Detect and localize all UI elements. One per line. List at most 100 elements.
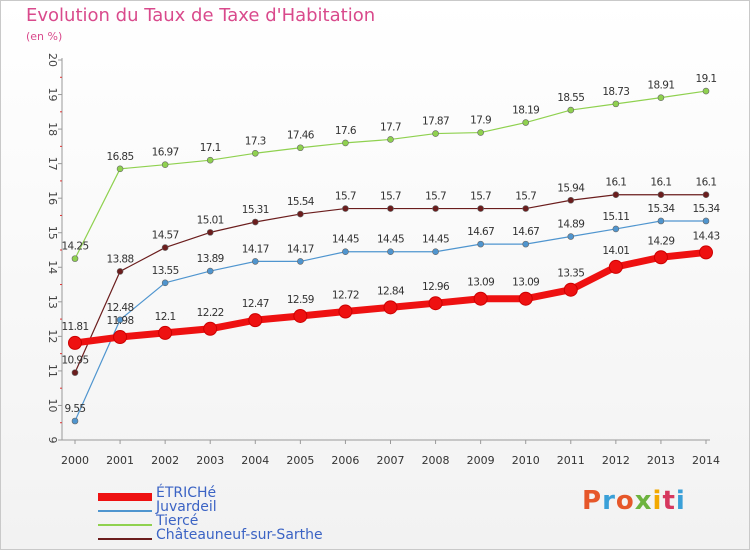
series-2-point [342, 248, 349, 256]
series-3-point [338, 304, 353, 319]
series-3-point [68, 335, 82, 350]
series-3-point [383, 300, 398, 315]
series-1-point [477, 205, 484, 212]
series-2-point [161, 279, 169, 287]
series-0-data-label: 17.3 [245, 135, 266, 147]
series-2-point [522, 240, 530, 248]
series-3-data-label: 12.1 [155, 311, 176, 323]
legend-swatch-juvardeil [98, 510, 152, 512]
x-tick-label-2012: 2012 [602, 454, 630, 467]
y-tick-label-11: 11 [46, 364, 59, 378]
series-3-point [203, 321, 218, 336]
logo-letter: P [582, 486, 603, 516]
series-3-point [293, 308, 308, 323]
series-2-data-label: 13.55 [152, 265, 179, 277]
series-3-point [158, 325, 173, 340]
x-tick-label-2001: 2001 [106, 454, 134, 467]
series-2-data-label: 14.17 [242, 243, 269, 255]
series-1-data-label: 15.01 [197, 214, 224, 226]
x-tick-label-2010: 2010 [512, 454, 540, 467]
series-0-point [116, 165, 124, 173]
legend-label-juvardeil: Juvardeil [156, 499, 217, 515]
series-2-point [251, 258, 259, 265]
logo-letter: i [652, 486, 663, 516]
series-2-data-label: 14.89 [557, 219, 584, 231]
chart-title: Evolution du Taux de Taxe d'Habitation [26, 5, 376, 26]
series-2-point [206, 267, 214, 275]
x-tick-label-2000: 2000 [61, 454, 89, 467]
series-0-data-label: 16.85 [107, 151, 134, 163]
y-tick-label-19: 19 [46, 88, 59, 102]
x-tick-label-2004: 2004 [241, 454, 269, 467]
series-2-data-label: 14.17 [287, 243, 314, 255]
x-tick-label-2006: 2006 [331, 454, 359, 467]
y-tick-label-14: 14 [46, 260, 59, 274]
x-tick-label-2002: 2002 [151, 454, 179, 467]
series-2-point [477, 240, 484, 248]
series-3-data-label: 12.84 [377, 285, 405, 297]
x-tick-label-2003: 2003 [196, 454, 224, 467]
series-1-data-label: 15.7 [335, 191, 356, 203]
series-1-point [522, 205, 530, 212]
series-2-data-label: 15.34 [647, 203, 675, 215]
series-2-data-label: 12.48 [107, 302, 134, 314]
series-0-point [612, 100, 620, 108]
y-tick-label-16: 16 [46, 191, 59, 205]
series-1-point [251, 218, 259, 226]
series-3-point [563, 282, 578, 297]
series-3-point [248, 313, 263, 328]
series-0-point [522, 119, 530, 126]
series-0-data-label: 17.6 [335, 125, 357, 137]
x-tick-label-2011: 2011 [557, 454, 585, 467]
series-2-point [567, 233, 575, 240]
series-1-data-label: 15.7 [515, 191, 536, 203]
series-2-point [116, 316, 124, 324]
series-0-data-label: 18.19 [512, 105, 539, 117]
x-tick-label-2009: 2009 [467, 454, 495, 467]
series-1-point [567, 196, 575, 204]
series-3-point [113, 330, 128, 345]
series-1-data-label: 15.7 [425, 191, 446, 203]
legend-label-etriche: ÉTRICHé [156, 485, 217, 501]
series-1-data-label: 15.7 [380, 191, 401, 203]
series-0-point [342, 139, 349, 147]
series-1-data-label: 16.1 [605, 177, 626, 189]
series-2-point [432, 248, 439, 256]
series-2-data-label: 14.45 [422, 234, 449, 246]
series-0-point [657, 94, 665, 101]
series-2-data-label: 15.34 [692, 203, 720, 215]
series-1-data-label: 14.57 [152, 230, 179, 242]
logo-letter: o [615, 486, 635, 516]
series-2-data-label: 14.45 [377, 234, 404, 246]
series-1-data-label: 13.88 [107, 253, 134, 265]
series-1-data-label: 16.1 [696, 177, 717, 189]
series-2-data-label: 14.45 [332, 234, 359, 246]
legend-swatch-etriche [98, 493, 152, 501]
series-2-point [71, 417, 79, 425]
series-3-point [473, 291, 488, 306]
series-2-point [387, 248, 394, 256]
series-0-data-label: 17.87 [422, 116, 449, 128]
series-2-point [297, 258, 304, 265]
y-tick-label-15: 15 [46, 226, 59, 240]
series-0-point [567, 106, 575, 114]
series-0-data-label: 18.55 [557, 92, 584, 104]
y-tick-label-12: 12 [46, 329, 59, 343]
series-0-data-label: 17.7 [380, 121, 401, 133]
series-3-data-label: 14.01 [602, 245, 629, 257]
series-1-point [612, 191, 620, 199]
legend-label-chateauneuf: Châteauneuf-sur-Sarthe [156, 527, 323, 543]
legend-swatch-chateauneuf [98, 538, 152, 540]
x-tick-label-2013: 2013 [647, 454, 675, 467]
proxiti-logo: Proxiti [582, 486, 686, 516]
series-2-data-label: 15.11 [602, 211, 629, 223]
series-1-data-label: 16.1 [650, 177, 671, 189]
series-3-point [608, 259, 623, 274]
series-1-data-label: 15.94 [557, 182, 585, 194]
series-0-data-label: 18.91 [647, 80, 674, 92]
series-1-point [387, 205, 394, 212]
series-3-data-label: 12.72 [332, 289, 359, 301]
series-1-point [432, 205, 439, 212]
series-3-point [428, 296, 443, 311]
